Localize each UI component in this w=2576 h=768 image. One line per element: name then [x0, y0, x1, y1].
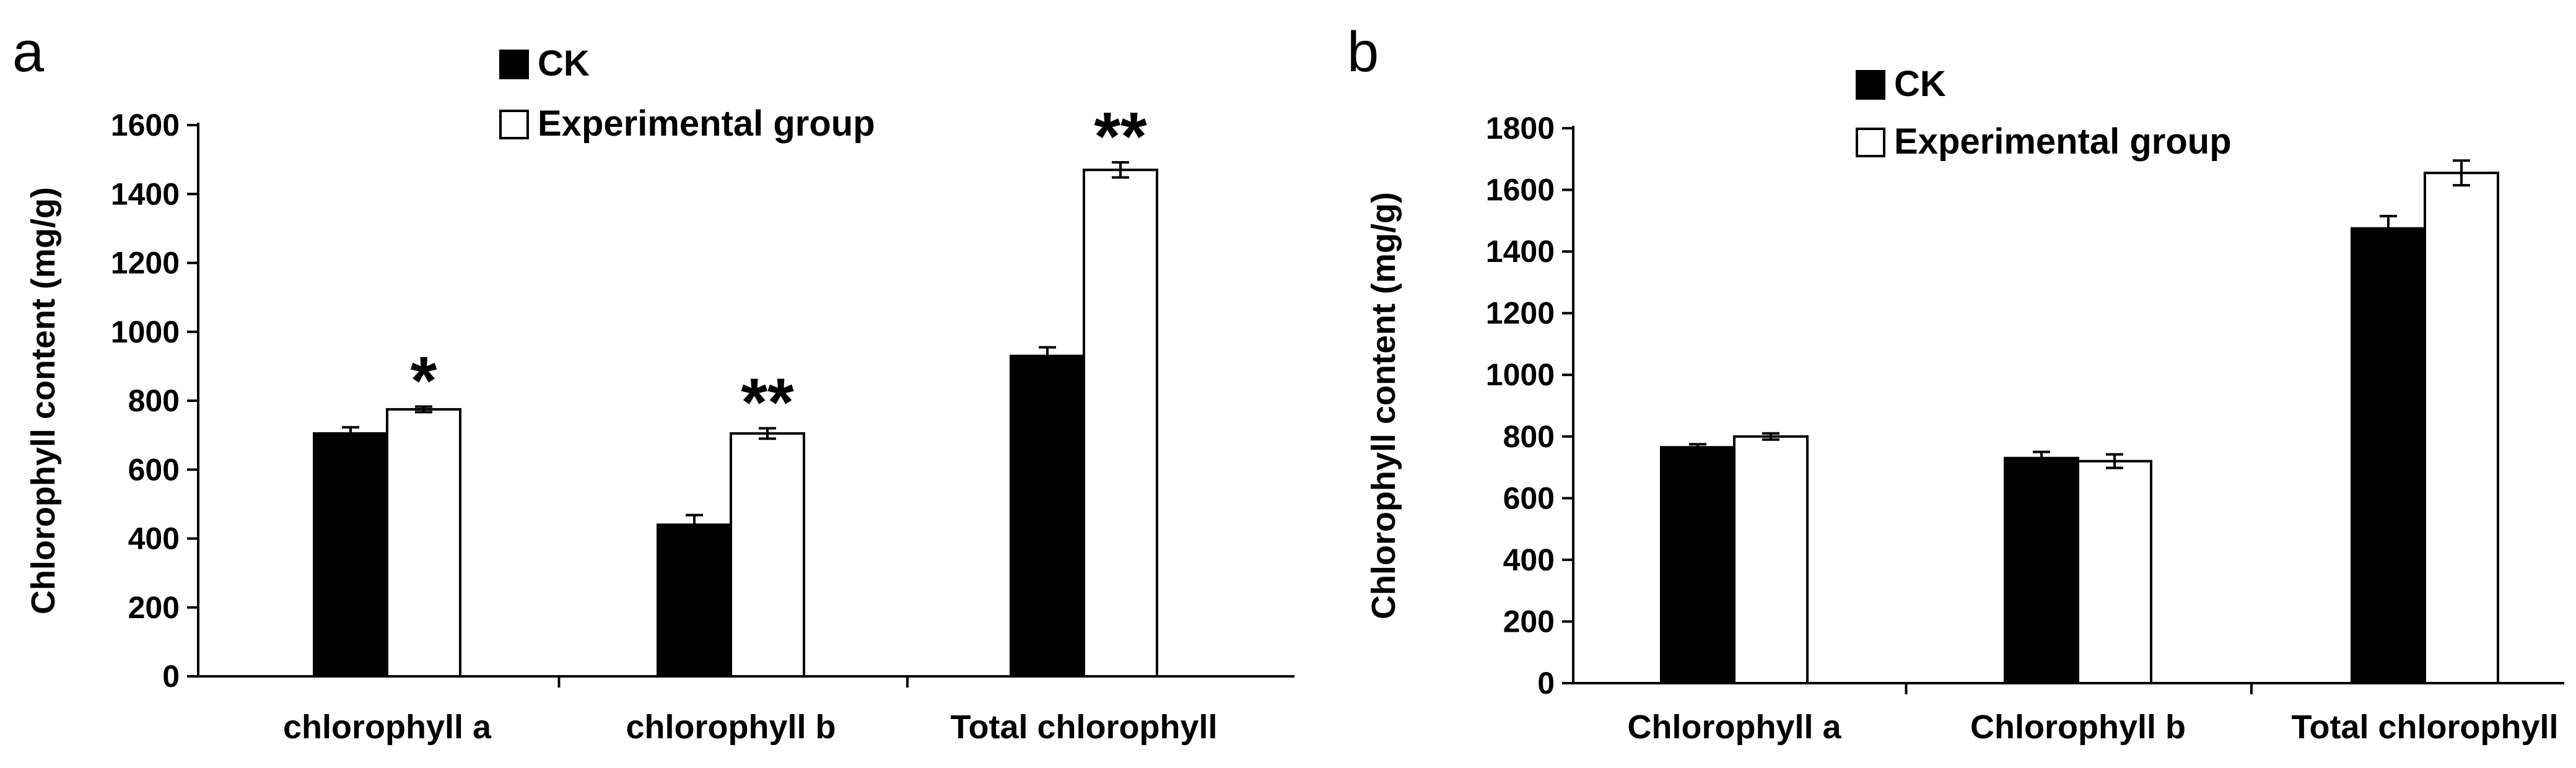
legend-label: Experimental group: [538, 103, 875, 144]
y-tick-label: 1400: [1486, 234, 1555, 269]
y-tick-label: 400: [128, 521, 180, 556]
bar: [730, 432, 805, 678]
y-tick-label: 1000: [111, 315, 180, 349]
bar: [2077, 460, 2152, 684]
bar: [1083, 168, 1158, 678]
significance-annotation: *: [411, 343, 437, 419]
y-tick-label: 1200: [111, 246, 180, 281]
y-tick-label: 600: [128, 452, 180, 487]
y-tick-label: 800: [1503, 419, 1555, 454]
bar: [1733, 435, 1809, 684]
legend-label: Experimental group: [1894, 121, 2232, 162]
y-tick-label: 400: [1503, 543, 1555, 577]
chart-panel-a: a 0 200 400 600 800 1000 1200 1400 1600 Chlorophyl…: [12, 20, 1295, 746]
bar: [2004, 456, 2079, 684]
bar: [2351, 227, 2426, 684]
x-category-label: Chlorophyll b: [1970, 709, 2186, 746]
legend-swatch: [1856, 70, 1885, 100]
legend-swatch: [499, 110, 529, 139]
x-category-label: Total chlorophyll: [2292, 709, 2559, 746]
y-axis-title: Chlorophyll content (mg/g): [25, 187, 62, 614]
y-tick-label: 1000: [1486, 357, 1555, 392]
y-tick-label: 0: [162, 659, 180, 694]
panel-label: a: [12, 20, 45, 84]
y-axis-title: Chlorophyll content (mg/g): [1365, 192, 1402, 619]
x-category-label: chlorophyll a: [283, 709, 492, 746]
bar: [2424, 172, 2499, 684]
y-tick-label: 800: [128, 383, 180, 418]
y-tick-label: 200: [128, 590, 180, 625]
y-tick-label: 1400: [111, 177, 180, 211]
legend-label: CK: [1894, 64, 1946, 104]
y-tick-label: 1600: [111, 108, 180, 142]
y-tick-label: 0: [1537, 666, 1555, 700]
bar: [1010, 354, 1085, 678]
significance-annotation: **: [1094, 98, 1147, 175]
y-tick-label: 1200: [1486, 296, 1555, 331]
panel-label: b: [1347, 20, 1379, 84]
y-tick-label: 200: [1503, 604, 1555, 639]
bar: [1660, 446, 1736, 684]
x-category-label: Total chlorophyll: [951, 709, 1218, 746]
y-tick-label: 600: [1503, 481, 1555, 515]
x-category-label: Chlorophyll a: [1627, 709, 1841, 746]
legend-label: CK: [538, 43, 590, 84]
chart-panel-b: b 0 200 400 600 800 1000 1200 1400 1600 1800 Chloro…: [1347, 20, 2564, 746]
x-category-label: chlorophyll b: [626, 709, 836, 746]
bar: [386, 408, 461, 678]
y-tick-label: 1600: [1486, 173, 1555, 207]
y-tick-label: 1800: [1486, 111, 1555, 146]
bar: [313, 432, 388, 678]
bar: [657, 523, 732, 678]
legend-swatch: [499, 50, 529, 79]
legend-swatch: [1856, 128, 1885, 157]
significance-annotation: **: [741, 365, 794, 441]
